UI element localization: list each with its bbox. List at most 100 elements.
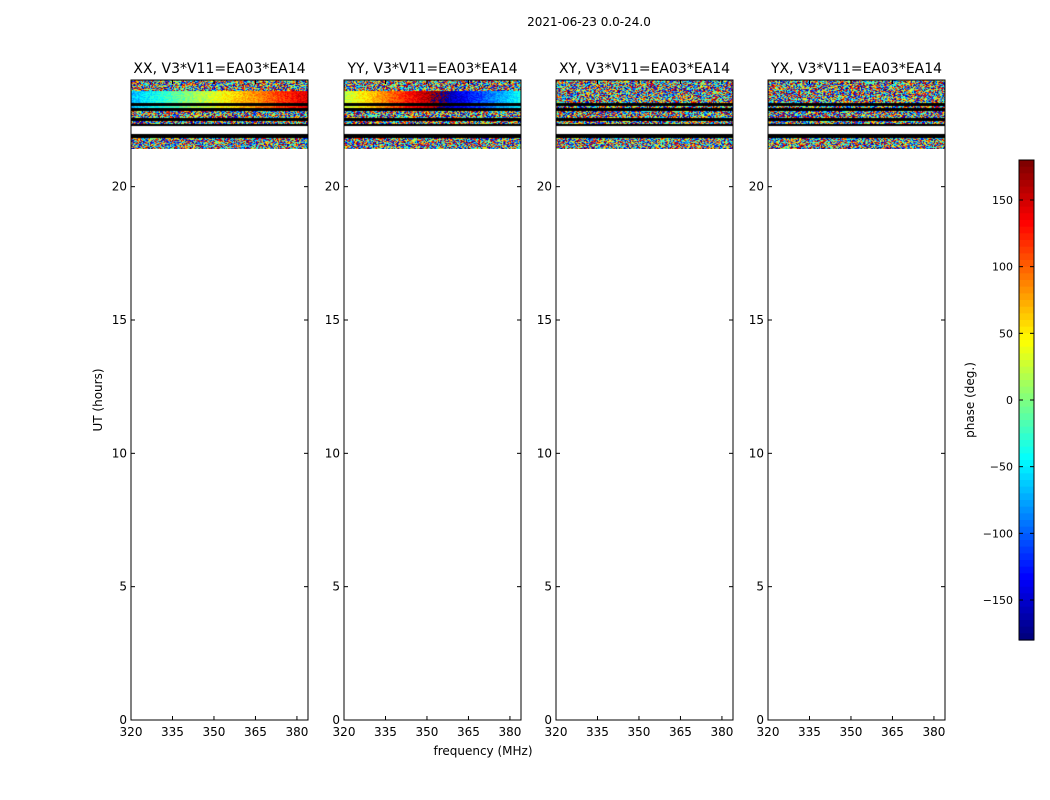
colorbar-segment <box>1019 246 1034 254</box>
x-tick-label: 365 <box>669 725 692 739</box>
colorbar-segment <box>1019 393 1034 401</box>
colorbar-segment <box>1019 280 1034 288</box>
colorbar-segment <box>1019 293 1034 301</box>
colorbar-segment <box>1019 633 1034 641</box>
colorbar-tick-label: −100 <box>983 527 1013 540</box>
colorbar-segment <box>1019 240 1034 248</box>
colorbar-segment <box>1019 486 1034 494</box>
colorbar-segment <box>1019 406 1034 414</box>
colorbar-tick-label: 150 <box>992 194 1013 207</box>
panels: XX, V3*V11=EA03*EA14 320 335 350 365 380 0 5 10 1… <box>112 61 946 739</box>
colorbar-segment <box>1019 273 1034 281</box>
colorbar-segment <box>1019 506 1034 514</box>
axes-frame <box>130 79 309 721</box>
colorbar-segment <box>1019 546 1034 554</box>
colorbar-segment <box>1019 313 1034 321</box>
y-tick-label: 0 <box>119 713 127 727</box>
colorbar-segment <box>1019 353 1034 361</box>
x-tick-label: 380 <box>498 725 521 739</box>
colorbar-label: phase (deg.) <box>963 362 977 438</box>
colorbar-segment <box>1019 426 1034 434</box>
colorbar-segment <box>1019 493 1034 501</box>
figure-title: 2021-06-23 0.0-24.0 <box>527 15 651 29</box>
colorbar-segment <box>1019 520 1034 528</box>
colorbar-segment <box>1019 360 1034 368</box>
colorbar-segment <box>1019 193 1034 201</box>
x-tick-label: 350 <box>203 725 226 739</box>
colorbar-segment <box>1019 260 1034 268</box>
colorbar-segment <box>1019 513 1034 521</box>
x-tick-label: 320 <box>757 725 780 739</box>
x-tick-label: 380 <box>710 725 733 739</box>
colorbar-segment <box>1019 166 1034 174</box>
panel-0: XX, V3*V11=EA03*EA14 320 335 350 365 380 0 5 10 1… <box>112 61 309 739</box>
y-tick-label: 20 <box>749 180 764 194</box>
panel-2: XY, V3*V11=EA03*EA14 320 335 350 365 380 0 5 10 1… <box>537 61 734 739</box>
colorbar-segment <box>1019 300 1034 308</box>
y-tick-label: 0 <box>756 713 764 727</box>
colorbar-tick-label: −150 <box>983 594 1013 607</box>
colorbar-segment <box>1019 573 1034 581</box>
colorbar-segment <box>1019 466 1034 474</box>
colorbar-tick-label: 100 <box>992 261 1013 274</box>
y-tick-label: 5 <box>544 580 552 594</box>
axes-frame <box>555 79 734 721</box>
y-tick-label: 15 <box>112 313 127 327</box>
x-tick-label: 350 <box>628 725 651 739</box>
colorbar-segment <box>1019 200 1034 208</box>
colorbar-segment <box>1019 566 1034 574</box>
y-tick-label: 0 <box>544 713 552 727</box>
y-tick-label: 20 <box>112 180 127 194</box>
panel-title: YX, V3*V11=EA03*EA14 <box>770 61 942 77</box>
x-tick-label: 350 <box>840 725 863 739</box>
y-tick-label: 20 <box>325 180 340 194</box>
panel-title: XX, V3*V11=EA03*EA14 <box>133 61 305 77</box>
y-tick-label: 20 <box>537 180 552 194</box>
colorbar-segment <box>1019 560 1034 568</box>
colorbar-segment <box>1019 180 1034 188</box>
colorbar-segment <box>1019 593 1034 601</box>
x-tick-label: 365 <box>881 725 904 739</box>
colorbar-segment <box>1019 400 1034 408</box>
colorbar-segment <box>1019 540 1034 548</box>
phase-heatmap <box>768 80 945 149</box>
colorbar-segment <box>1019 433 1034 441</box>
y-tick-label: 10 <box>537 446 552 460</box>
y-tick-label: 10 <box>749 446 764 460</box>
colorbar-segment <box>1019 366 1034 374</box>
colorbar-segment <box>1019 320 1034 328</box>
colorbar-segment <box>1019 160 1034 168</box>
panel-1: YY, V3*V11=EA03*EA14 320 335 350 365 380 0 5 10 1… <box>325 61 522 739</box>
colorbar-segment <box>1019 606 1034 614</box>
colorbar-segment <box>1019 173 1034 181</box>
colorbar-tick-label: −50 <box>990 461 1013 474</box>
colorbar-segment <box>1019 266 1034 274</box>
panel-title: XY, V3*V11=EA03*EA14 <box>559 61 730 77</box>
colorbar-segment <box>1019 440 1034 448</box>
panel-title: YY, V3*V11=EA03*EA14 <box>346 61 517 77</box>
colorbar-segment <box>1019 533 1034 541</box>
colorbar-segment <box>1019 620 1034 628</box>
y-tick-label: 0 <box>332 713 340 727</box>
phase-heatmap <box>131 80 308 149</box>
colorbar-segment <box>1019 226 1034 234</box>
colorbar-segment <box>1019 380 1034 388</box>
x-tick-label: 380 <box>285 725 308 739</box>
y-tick-label: 15 <box>749 313 764 327</box>
colorbar-segment <box>1019 526 1034 534</box>
y-tick-label: 5 <box>756 580 764 594</box>
y-tick-label: 5 <box>332 580 340 594</box>
colorbar-segment <box>1019 233 1034 241</box>
axes-frame <box>767 79 946 721</box>
x-axis-label: frequency (MHz) <box>433 744 532 758</box>
x-tick-label: 320 <box>333 725 356 739</box>
colorbar-segment <box>1019 206 1034 214</box>
colorbar-segment <box>1019 420 1034 428</box>
x-tick-label: 335 <box>586 725 609 739</box>
colorbar-segment <box>1019 473 1034 481</box>
colorbar-tick-label: 0 <box>1006 394 1013 407</box>
x-tick-label: 320 <box>545 725 568 739</box>
colorbar-segment <box>1019 373 1034 381</box>
x-tick-label: 335 <box>798 725 821 739</box>
